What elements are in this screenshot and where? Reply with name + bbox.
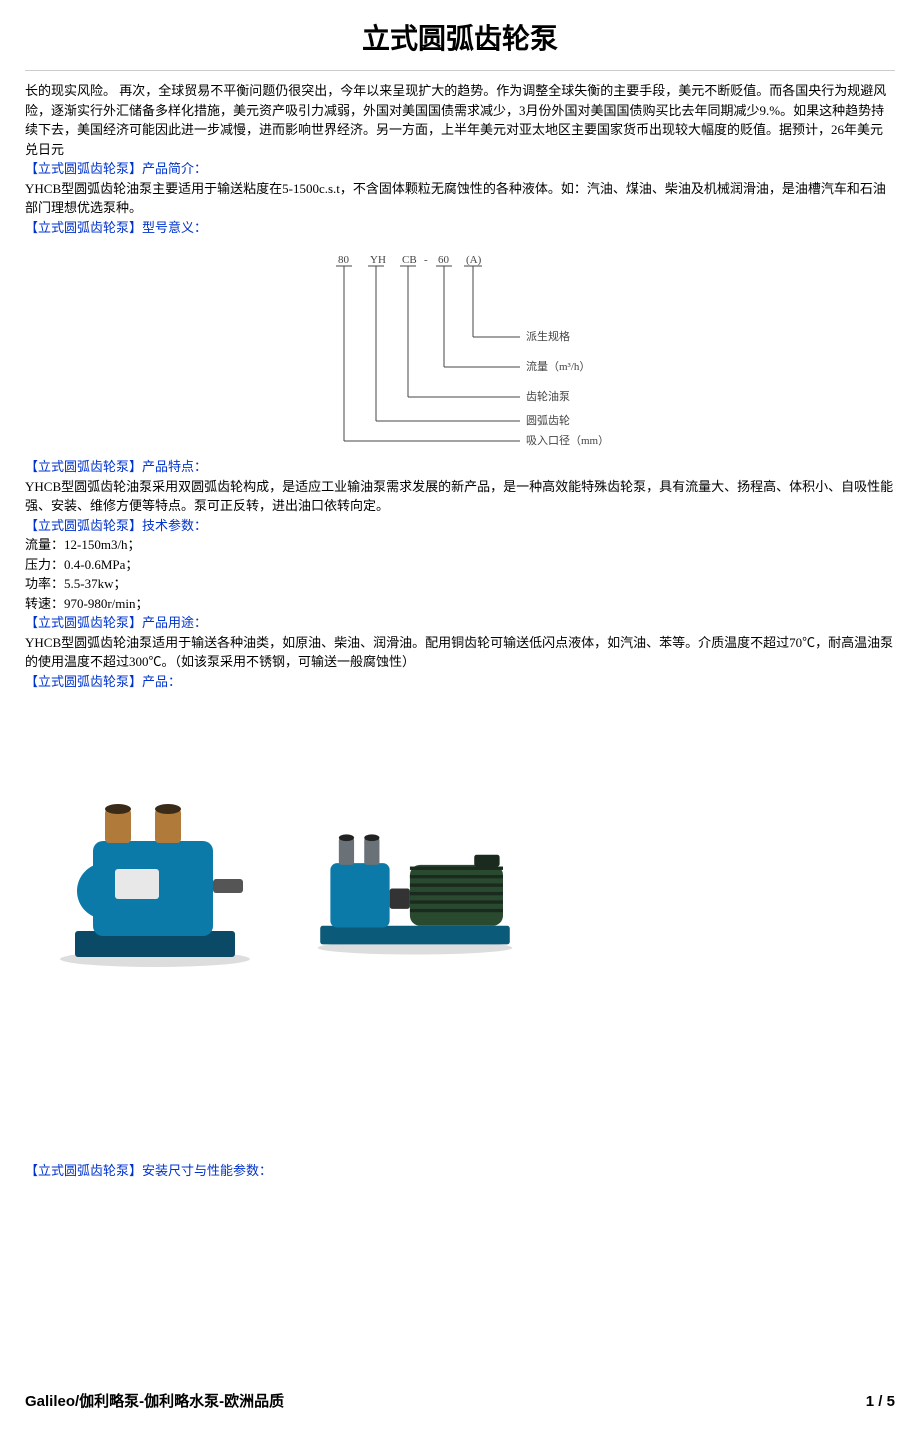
footer-page: 1 / 5 (866, 1391, 895, 1414)
diag-right-1: 流量（m³/h） (526, 359, 590, 373)
page-footer: Galileo/伽利略泵-伽利略水泵-欧洲品质 1 / 5 (25, 1181, 895, 1438)
footer-brand: Galileo/伽利略泵-伽利略水泵-欧洲品质 (25, 1391, 284, 1414)
diag-label-80: 80 (338, 254, 350, 266)
diag-right-3: 圆弧齿轮 (526, 413, 570, 427)
product-image-pump-2 (305, 801, 525, 971)
page-sep: / (874, 1393, 887, 1410)
page-title: 立式圆弧齿轮泵 (25, 0, 895, 70)
page-current: 1 (866, 1393, 874, 1410)
diag-right-4: 吸入口径（mm） (526, 434, 609, 447)
section-head-intro: 【立式圆弧齿轮泵】产品简介： (25, 159, 895, 179)
diag-label-a: (A) (466, 254, 482, 266)
title-divider (25, 70, 895, 71)
section-head-usage: 【立式圆弧齿轮泵】产品用途： (25, 613, 895, 633)
diag-right-0: 派生规格 (526, 329, 570, 343)
product-image-pump-1 (45, 801, 265, 971)
tech-power: 功率：5.5-37kw； (25, 574, 895, 594)
section-body-intro: YHCB型圆弧齿轮油泵主要适用于输送粘度在5-1500c.s.t，不含固体颗粒无… (25, 179, 895, 218)
section-body-features: YHCB型圆弧齿轮油泵采用双圆弧齿轮构成，是适应工业输油泵需求发展的新产品，是一… (25, 477, 895, 516)
section-body-usage: YHCB型圆弧齿轮油泵适用于输送各种油类，如原油、柴油、润滑油。配用铜齿轮可输送… (25, 633, 895, 672)
model-diagram-wrap: 80 YH CB - 60 (A) 派生规格 流量（m³/h） 齿轮油泵 圆弧齿… (25, 237, 895, 457)
page-total: 5 (887, 1393, 895, 1410)
section-head-model: 【立式圆弧齿轮泵】型号意义： (25, 218, 895, 238)
section-head-tech: 【立式圆弧齿轮泵】技术参数： (25, 516, 895, 536)
section-head-dims: 【立式圆弧齿轮泵】安装尺寸与性能参数： (25, 1161, 895, 1181)
tech-pressure: 压力：0.4-0.6MPa； (25, 555, 895, 575)
product-images-row (25, 691, 895, 1011)
diag-label-60: 60 (438, 254, 450, 266)
diag-label-yh: YH (370, 254, 386, 266)
intro-paragraph: 长的现实风险。 再次，全球贸易不平衡问题仍很突出，今年以来呈现扩大的趋势。作为调… (25, 81, 895, 159)
section-head-products: 【立式圆弧齿轮泵】产品： (25, 672, 895, 692)
spacer (25, 1011, 895, 1161)
section-head-features: 【立式圆弧齿轮泵】产品特点： (25, 457, 895, 477)
model-diagram: 80 YH CB - 60 (A) 派生规格 流量（m³/h） 齿轮油泵 圆弧齿… (310, 249, 610, 449)
diag-label-dash: - (424, 254, 428, 266)
tech-flow: 流量：12-150m3/h； (25, 535, 895, 555)
diag-label-cb: CB (402, 254, 417, 266)
tech-speed: 转速：970-980r/min； (25, 594, 895, 614)
diag-right-2: 齿轮油泵 (526, 389, 570, 403)
